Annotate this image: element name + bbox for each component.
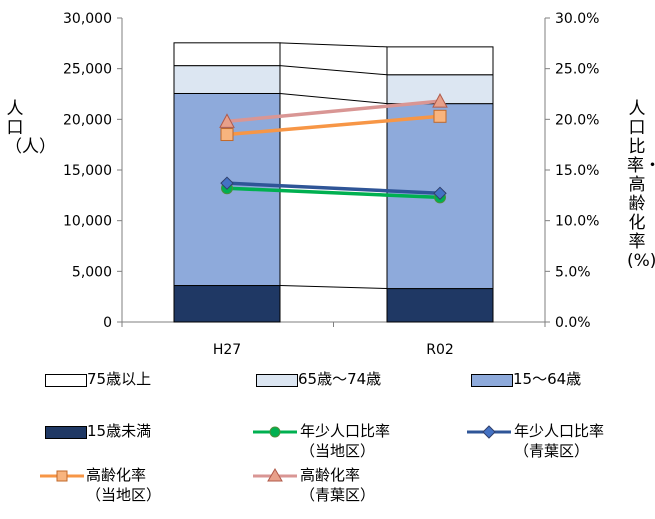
legend-swatch-youth-aoba (467, 425, 511, 439)
left-tick-label: 20,000 (63, 112, 112, 128)
right-tick-label: 20.0% (555, 112, 599, 128)
legend-label-under15: 15歳未満 (87, 422, 152, 440)
bar-segment (386, 288, 494, 323)
right-tick-label: 10.0% (555, 214, 599, 230)
series-point (220, 128, 234, 142)
left-tick-label: 25,000 (63, 62, 112, 78)
legend-swatch-75plus (45, 374, 87, 387)
series-point (433, 109, 447, 123)
series-point (219, 113, 235, 128)
left-tick-label: 10,000 (63, 214, 112, 230)
legend-label-aging-local: 高齢化率 （当地区） (86, 466, 162, 504)
series-connector (279, 285, 388, 290)
series-connector (279, 65, 388, 76)
series-point (432, 93, 448, 108)
series-line (226, 186, 441, 200)
right-tick-label: 0.0% (555, 315, 591, 331)
bar-segment (173, 65, 281, 94)
bar-segment (173, 285, 281, 323)
legend-label-75plus: 75歳以上 (87, 370, 152, 388)
left-tick-label: 30,000 (63, 11, 112, 27)
legend-swatch-15-64 (471, 374, 513, 387)
series-connector (279, 92, 388, 105)
right-tick-label: 15.0% (555, 163, 599, 179)
legend-swatch-65-74 (256, 374, 298, 387)
series-line (226, 181, 441, 196)
left-axis-title: 人口（人） (5, 99, 56, 157)
legend-swatch-aging-aoba (253, 468, 297, 482)
right-tick-label: 25.0% (555, 62, 599, 78)
series-line (226, 99, 441, 124)
legend-label-15-64: 15～64歳 (513, 370, 582, 388)
series-line (226, 114, 441, 137)
bar-segment (173, 42, 281, 67)
left-tick-label: 5,000 (72, 264, 112, 280)
x-tick-label: H27 (213, 342, 241, 358)
x-tick-label: R02 (426, 342, 454, 358)
right-tick-label: 30.0% (555, 11, 599, 27)
series-point (433, 186, 447, 201)
legend-swatch-youth-local (253, 426, 297, 438)
legend-swatch-under15 (45, 426, 87, 439)
left-tick-label: 0 (103, 315, 112, 331)
right-axis-title: 人口比率・高齢化率(%) (627, 99, 655, 271)
legend-label-youth-local: 年少人口比率 （当地区） (300, 422, 391, 460)
legend-label-youth-aoba: 年少人口比率 （青葉区） (514, 422, 605, 460)
series-point (220, 176, 234, 190)
bar-segment (386, 46, 494, 76)
legend-swatch-aging-local (40, 470, 84, 482)
series-connector (279, 42, 388, 48)
legend-label-65-74: 65歳～74歳 (298, 370, 382, 388)
left-tick-label: 15,000 (63, 163, 112, 179)
legend-label-aging-aoba: 高齢化率 （青葉区） (300, 466, 376, 504)
right-tick-label: 5.0% (555, 264, 591, 280)
